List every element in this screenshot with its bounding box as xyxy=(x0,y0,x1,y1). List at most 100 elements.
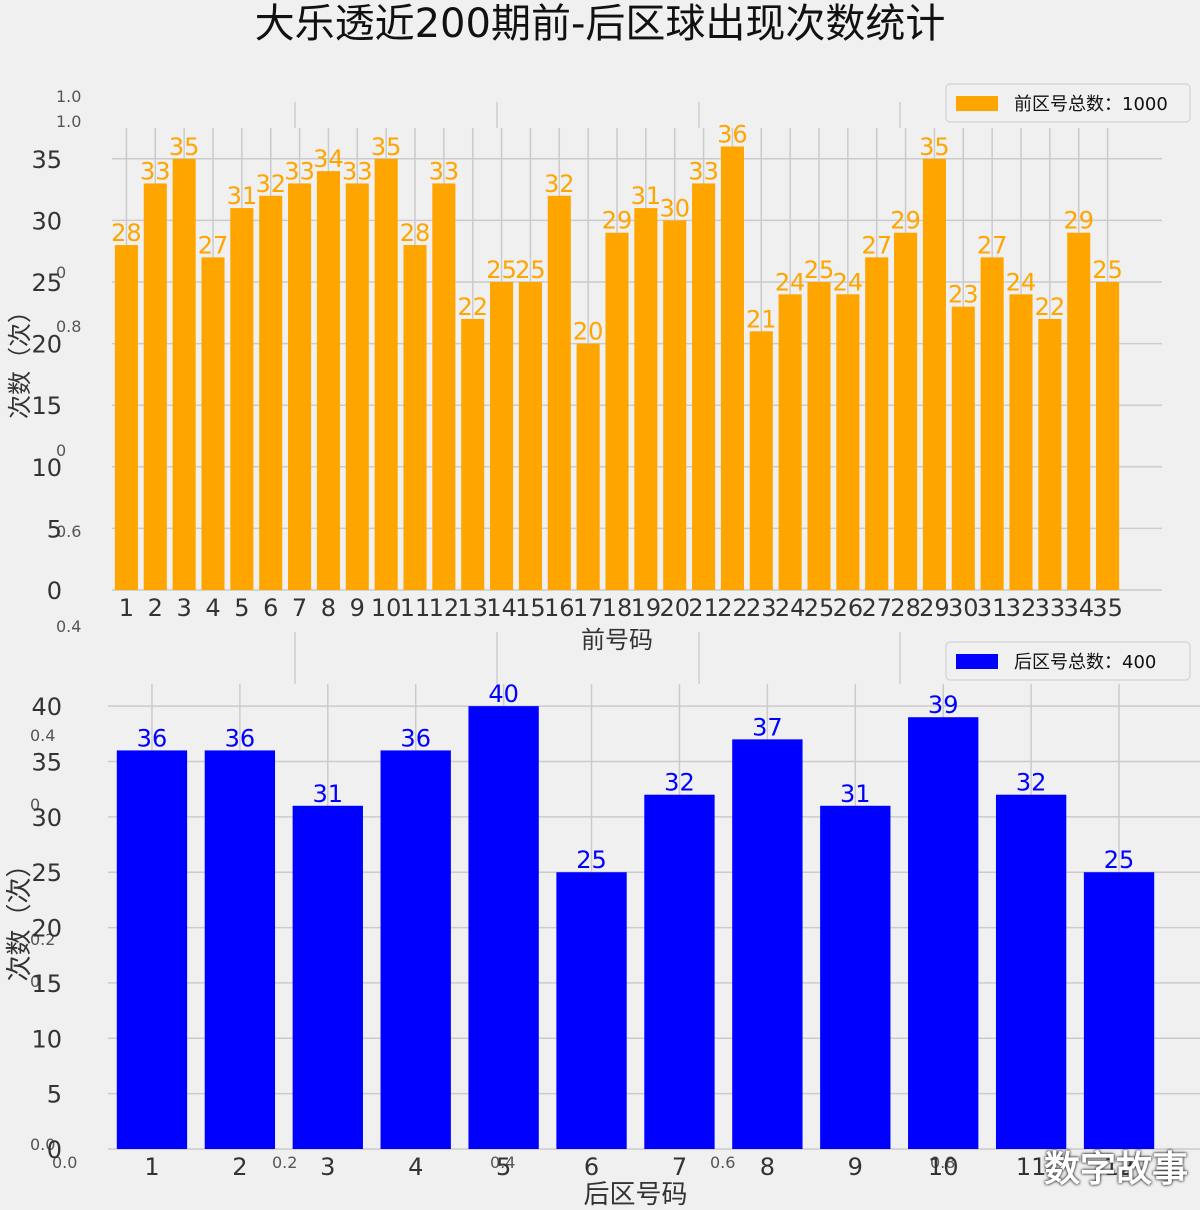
bar xyxy=(778,294,802,590)
bar-value-label: 32 xyxy=(255,170,286,198)
x-tick-label: 31 xyxy=(977,594,1008,622)
bar xyxy=(116,750,188,1149)
y-tick-label: 5 xyxy=(47,515,62,543)
bar-value-label: 27 xyxy=(861,231,892,259)
x-tick-label: 5 xyxy=(496,1153,511,1181)
x-tick-label: 14 xyxy=(486,594,517,622)
bar-value-label: 22 xyxy=(457,293,488,321)
bar-value-label: 27 xyxy=(198,231,229,259)
y-tick-label: 30 xyxy=(31,207,62,235)
bar-value-label: 36 xyxy=(225,724,256,752)
x-tick-label: 8 xyxy=(760,1153,775,1181)
bar xyxy=(692,183,716,590)
background-tick-label: 0.6 xyxy=(710,1153,735,1172)
legend-swatch xyxy=(956,654,998,669)
legend-label: 后区号总数：400 xyxy=(1014,652,1156,673)
legend-swatch xyxy=(956,96,998,111)
x-tick-label: 8 xyxy=(321,594,336,622)
bar-value-label: 22 xyxy=(1035,293,1066,321)
bar xyxy=(1038,318,1062,590)
bar-value-label: 27 xyxy=(977,231,1008,259)
x-tick-label: 23 xyxy=(746,594,777,622)
background-tick-label: 1.0 xyxy=(56,87,81,106)
bar xyxy=(820,805,891,1149)
bar xyxy=(749,331,773,590)
y-tick-label: 15 xyxy=(31,392,62,420)
front-zone-chart: 0510152025303528133235327431532633734833… xyxy=(6,83,1191,654)
bar-value-label: 37 xyxy=(752,713,783,741)
bar-value-label: 28 xyxy=(111,219,142,247)
bar xyxy=(732,739,803,1149)
bar-value-label: 25 xyxy=(804,256,835,284)
y-tick-label: 30 xyxy=(31,804,62,832)
back-zone-chart: 0 5 10 15 20 25 30 35 40 36 1 36 2 31 3 36 4 40 5 25 6 32 7 37 8… xyxy=(5,641,1200,1210)
x-tick-label: 20 xyxy=(659,594,690,622)
bar-value-label: 35 xyxy=(169,133,200,161)
bar xyxy=(114,245,138,591)
bar xyxy=(403,245,427,591)
page-title: 大乐透近200期前-后区球出现次数统计 xyxy=(254,1,946,47)
x-tick-label: 13 xyxy=(457,594,488,622)
bar xyxy=(605,232,629,590)
bar-value-label: 39 xyxy=(928,691,959,719)
bar-value-label: 33 xyxy=(140,157,171,185)
background-tick-label: 0.8 xyxy=(56,317,81,336)
bar xyxy=(143,183,167,590)
bar xyxy=(894,232,918,590)
bar-value-label: 32 xyxy=(1016,769,1047,797)
x-axis-label: 后区号码 xyxy=(583,1180,687,1210)
bar xyxy=(663,220,687,590)
background-tick-label: 0 xyxy=(56,263,66,282)
legend-box xyxy=(945,83,1191,123)
x-tick-label: 6 xyxy=(263,594,278,622)
y-tick-label: 40 xyxy=(31,693,62,721)
bar xyxy=(374,158,398,591)
x-tick-label: 2 xyxy=(148,594,163,622)
x-tick-label: 16 xyxy=(544,594,575,622)
x-tick-label: 17 xyxy=(573,594,604,622)
x-tick-label: 19 xyxy=(631,594,662,622)
bar xyxy=(380,750,451,1149)
background-tick-label: 0.0 xyxy=(52,1153,77,1172)
x-tick-label: 3 xyxy=(177,594,192,622)
bar xyxy=(316,171,340,590)
bar xyxy=(204,750,276,1149)
x-tick-label: 4 xyxy=(408,1153,423,1181)
x-axis-label: 前号码 xyxy=(581,626,653,654)
bar xyxy=(720,146,744,591)
x-tick-label: 28 xyxy=(890,594,921,622)
bar-value-label: 35 xyxy=(919,133,950,161)
bar-value-label: 36 xyxy=(717,120,748,148)
y-tick-label: 0 xyxy=(47,1136,62,1164)
x-tick-label: 25 xyxy=(804,594,835,622)
bar-value-label: 36 xyxy=(400,724,431,752)
y-axis-label: 次数（次） xyxy=(5,851,35,981)
x-tick-label: 10 xyxy=(928,1153,959,1181)
bar xyxy=(576,343,600,590)
x-tick-label: 12 xyxy=(429,594,460,622)
x-tick-label: 22 xyxy=(717,594,748,622)
y-tick-label: 25 xyxy=(31,859,62,887)
bar xyxy=(634,208,658,590)
x-tick-label: 3 xyxy=(320,1153,335,1181)
bar-value-label: 29 xyxy=(1063,207,1094,235)
bar xyxy=(518,282,542,590)
x-tick-label: 35 xyxy=(1092,594,1123,622)
bar-value-label: 33 xyxy=(429,157,460,185)
x-tick-label: 33 xyxy=(1035,594,1066,622)
y-tick-label: 10 xyxy=(31,454,62,482)
x-tick-label: 12 xyxy=(1104,1153,1135,1181)
background-tick-label: 0.2 xyxy=(272,1153,297,1172)
bar xyxy=(556,872,627,1149)
x-tick-label: 34 xyxy=(1063,594,1094,622)
y-tick-label: 0 xyxy=(47,577,62,605)
x-tick-label: 10 xyxy=(371,594,402,622)
watermark: 数字故事 xyxy=(1043,1149,1188,1190)
bar-value-label: 32 xyxy=(664,769,695,797)
x-tick-label: 7 xyxy=(292,594,307,622)
bar-value-label: 33 xyxy=(284,157,315,185)
background-tick-label: 0 xyxy=(30,795,40,814)
bar xyxy=(980,257,1004,590)
background-tick-label: 0.4 xyxy=(56,617,81,636)
